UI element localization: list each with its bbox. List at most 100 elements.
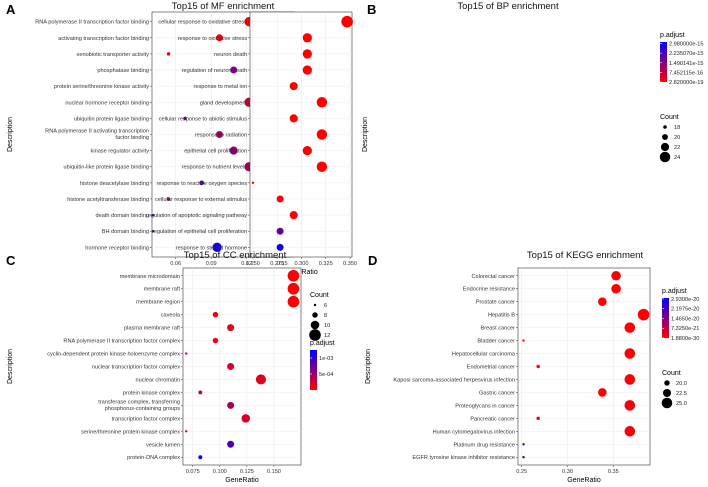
- data-point: [611, 283, 621, 294]
- category-label: regulation of epithelial cell proliferat…: [152, 229, 247, 235]
- panel-D: D Top15 of KEGG enrichment Colorectal canc…: [365, 250, 699, 484]
- category-label: Endometrial cancer: [467, 365, 515, 371]
- color-legend-label: 1.8800e-30: [671, 336, 699, 342]
- size-legend-point: [662, 388, 672, 398]
- x-tick-label: 0.09: [206, 261, 217, 267]
- color-legend-label: 1.4650e-20: [671, 316, 699, 322]
- data-point: [241, 414, 251, 423]
- category-label: membrane microdomain: [120, 274, 180, 280]
- data-point: [287, 295, 300, 308]
- category-label: death domain binding: [96, 213, 150, 219]
- data-point: [166, 197, 171, 201]
- category-label-line: RNA polymerase II activating transcripti…: [45, 129, 149, 135]
- size-legend-label: 25.0: [676, 401, 687, 407]
- category-label: Gastric cancer: [479, 390, 515, 396]
- category-label: BH domain binding: [102, 229, 149, 235]
- category-label: nuclear chromatin: [136, 377, 180, 383]
- category-label: transcription factor complex: [112, 416, 181, 422]
- panel-label-C: C: [6, 253, 16, 268]
- x-tick-label: 0.100: [213, 469, 227, 475]
- y-axis-title-A: Description: [7, 117, 14, 152]
- category-label: vesicle lumen: [146, 442, 180, 448]
- data-point: [289, 211, 298, 220]
- data-point: [302, 49, 312, 59]
- category-label: kinase regulator activity: [91, 149, 150, 155]
- color-legend-label: 1e-03: [319, 356, 333, 362]
- size-legend-label: 22: [674, 145, 680, 151]
- data-point: [289, 82, 298, 91]
- x-tick-label: 0.250: [246, 261, 260, 267]
- data-point: [624, 322, 636, 333]
- category-label: hormone receptor binding: [85, 245, 149, 251]
- category-label: ubiquitin-like protein ligase binding: [63, 165, 149, 171]
- panel-label-B: B: [367, 2, 376, 17]
- color-legend-label: 2.1975e-20: [671, 307, 699, 313]
- category-label: Hepatitis B: [488, 313, 515, 319]
- y-axis-title-B: Description: [362, 117, 369, 152]
- chart-title-A: Top15 of MF enrichment: [172, 1, 275, 12]
- x-tick-label: 0.300: [294, 261, 308, 267]
- size-legend-point: [310, 320, 320, 330]
- size-legend-label: 20: [674, 135, 680, 141]
- data-point: [255, 374, 266, 385]
- category-label: membrane raft: [144, 287, 181, 293]
- category-label: ubiquitin protein ligase binding: [74, 116, 149, 122]
- category-label: transferase complex, transferring phospho…: [98, 399, 180, 412]
- size-legend-point: [664, 380, 670, 386]
- category-label: protein kinase complex: [123, 390, 180, 396]
- category-label: Platinum drug resistance: [453, 442, 515, 448]
- data-point: [227, 401, 235, 409]
- data-point: [151, 213, 155, 217]
- size-legend-title-D: Count: [662, 370, 681, 377]
- size-legend-point: [663, 125, 667, 129]
- category-label: response to steroid hormone: [176, 245, 247, 251]
- data-point: [212, 311, 219, 318]
- x-tick-label: 0.35: [608, 469, 619, 475]
- data-point: [624, 400, 636, 411]
- data-point: [522, 456, 525, 459]
- data-point: [183, 116, 187, 121]
- data-point: [212, 337, 219, 344]
- x-tick-label: 0.075: [186, 469, 200, 475]
- panel-C: C Top15 of CC enrichment membrane microdom…: [6, 250, 335, 484]
- category-label: membrane region: [136, 300, 180, 306]
- size-legend-point: [309, 329, 321, 341]
- data-point: [341, 15, 353, 28]
- data-point: [624, 374, 636, 385]
- data-point: [302, 145, 312, 156]
- color-bar: [662, 298, 669, 338]
- panel-label-D: D: [368, 253, 377, 268]
- size-legend-title-B: Count: [660, 114, 679, 121]
- data-point: [229, 146, 238, 155]
- chart-title-B: Top15 of BP enrichment: [457, 1, 559, 12]
- size-legend-point: [661, 397, 673, 409]
- x-tick-label: 0.15: [277, 261, 288, 267]
- color-legend-label: 5e-04: [319, 372, 333, 378]
- category-label: histone deacetylase binding: [80, 181, 149, 187]
- data-point: [598, 297, 607, 306]
- color-legend-label: 2.9300e-20: [671, 297, 699, 303]
- data-point: [536, 416, 540, 421]
- category-label: gland development: [200, 100, 248, 106]
- color-legend-label: 7.452115e-16: [669, 70, 703, 76]
- data-point: [316, 161, 328, 172]
- x-tick-label: 0.150: [267, 469, 281, 475]
- data-point: [637, 308, 650, 321]
- category-label: epithelial cell proliferation: [184, 149, 247, 155]
- data-point: [198, 390, 203, 395]
- size-legend-label: 10: [324, 323, 330, 329]
- category-label: regulation of neuron death: [182, 68, 247, 74]
- x-tick-label: 0.12: [241, 261, 252, 267]
- x-tick-label: 0.125: [240, 469, 254, 475]
- category-label: plasma membrane raft: [124, 326, 180, 332]
- category-label: activating transcription factor binding: [58, 36, 149, 42]
- data-point: [185, 430, 188, 433]
- data-point: [227, 440, 235, 448]
- size-legend-label: 24: [674, 155, 680, 161]
- data-point: [316, 97, 328, 108]
- category-label: protein-DNA complex: [127, 455, 180, 461]
- data-point: [185, 352, 188, 355]
- size-legend-point: [313, 303, 317, 307]
- y-axis-title-C: Description: [7, 349, 14, 384]
- data-point: [212, 242, 222, 252]
